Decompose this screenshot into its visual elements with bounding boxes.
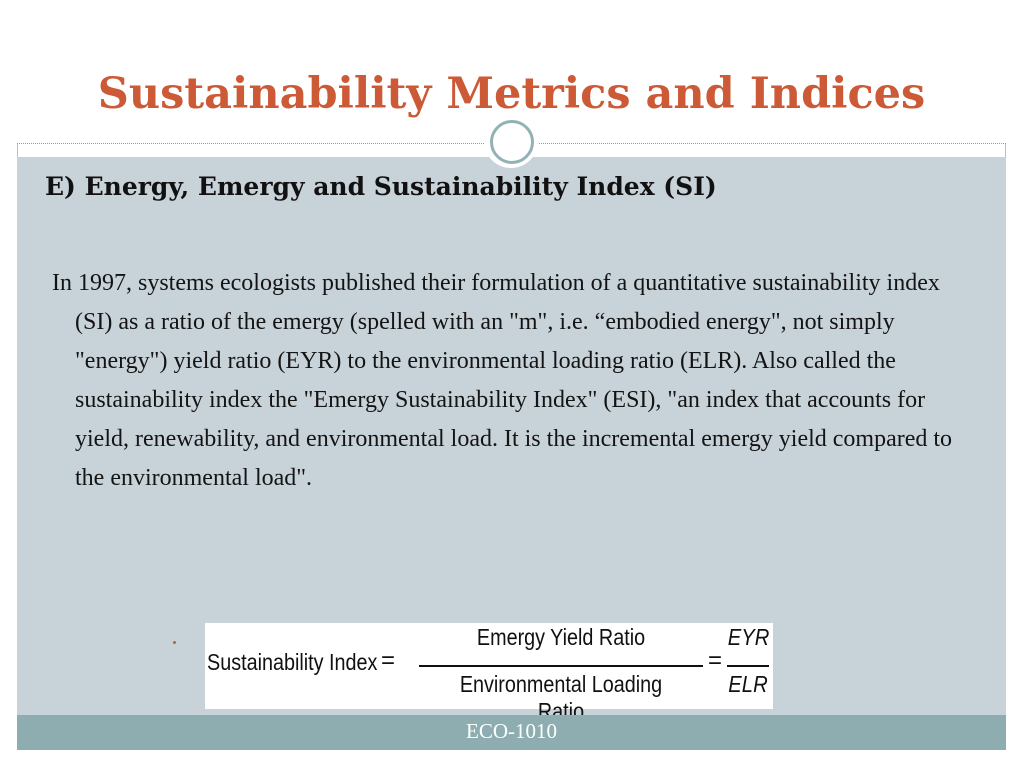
formula-short-numerator: EYR (727, 624, 770, 650)
section-subtitle: E) Energy, Emergy and Sustainability Ind… (45, 172, 717, 201)
formula-image: Sustainability Index = Emergy Yield Rati… (205, 623, 773, 724)
formula-main-fraction: Emergy Yield Ratio Environmental Loading… (417, 623, 705, 724)
slide-footer: ECO-1010 (17, 715, 1006, 750)
formula-numerator: Emergy Yield Ratio (476, 624, 646, 650)
fraction-bar (419, 665, 703, 667)
short-fraction-bar (727, 665, 769, 667)
formula-lhs: Sustainability Index (207, 649, 378, 675)
circle-ornament-ring-icon (490, 120, 534, 164)
bullet-dot-icon (173, 641, 176, 644)
formula-short-fraction: EYR ELR (725, 623, 771, 709)
slide-title: Sustainability Metrics and Indices (97, 69, 926, 119)
formula-equals-2: = (708, 647, 723, 674)
slide-body (17, 157, 1006, 715)
body-paragraph: In 1997, systems ecologists published th… (52, 270, 953, 491)
footer-label: ECO-1010 (466, 719, 557, 743)
formula-equals-1: = (381, 647, 396, 674)
formula-short-denominator: ELR (728, 671, 768, 697)
